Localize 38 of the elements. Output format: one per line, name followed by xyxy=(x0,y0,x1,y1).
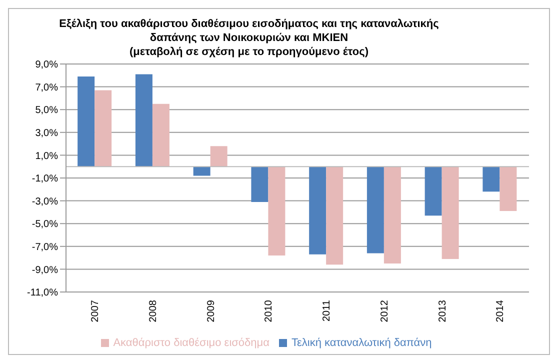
bar xyxy=(251,166,268,202)
x-tick-label: 2010 xyxy=(264,300,275,322)
chart-title: Εξέλιξη του ακαθάριστου διαθέσιμου εισοδήματος και της καταναλωτικής δαπάνης των Νοικοκυριών και ΜΚΙΕΝ (μεταβολή σε σχέση με το προηγούμενο έτος) xyxy=(58,17,440,59)
x-tick-label: 2013 xyxy=(437,300,448,322)
bar xyxy=(210,146,228,167)
y-tick-label: 5,0% xyxy=(35,105,58,116)
y-tick-label: -7,0% xyxy=(32,242,58,253)
y-tick-label: -9,0% xyxy=(32,264,58,276)
x-tick-label: 2012 xyxy=(379,300,390,322)
y-tick-label: -1,0% xyxy=(32,174,58,185)
x-tick-label: 2009 xyxy=(206,300,217,322)
x-tick-label: 2014 xyxy=(495,300,506,322)
y-tick-label: 7,0% xyxy=(35,82,58,94)
x-tick-label: 2011 xyxy=(322,300,333,322)
bar xyxy=(135,74,152,167)
bar xyxy=(152,104,170,167)
bar xyxy=(193,166,210,176)
bar xyxy=(442,166,459,259)
bar xyxy=(326,166,344,265)
legend-label: Ακαθάριστο διαθέσιμο εισόδημα xyxy=(113,337,270,349)
y-tick-label: 3,0% xyxy=(35,128,58,139)
y-tick-label: -11,0% xyxy=(27,288,58,299)
bar xyxy=(78,76,95,167)
bar xyxy=(309,166,326,254)
bar xyxy=(366,166,384,254)
legend-label: Τελική καταναλωτική δαπάνη xyxy=(291,337,432,349)
bar xyxy=(482,166,500,192)
bar xyxy=(500,166,517,212)
y-tick-label: 1,0% xyxy=(35,150,58,162)
bar xyxy=(424,166,442,216)
bar xyxy=(94,90,112,167)
x-tick-label: 2007 xyxy=(90,300,102,322)
y-tick-label: -5,0% xyxy=(32,219,58,230)
bar xyxy=(268,166,286,256)
x-tick-label: 2008 xyxy=(148,300,159,322)
y-tick-label: 9,0% xyxy=(35,60,58,71)
y-tick-label: -3,0% xyxy=(32,196,58,208)
bar xyxy=(384,166,401,264)
